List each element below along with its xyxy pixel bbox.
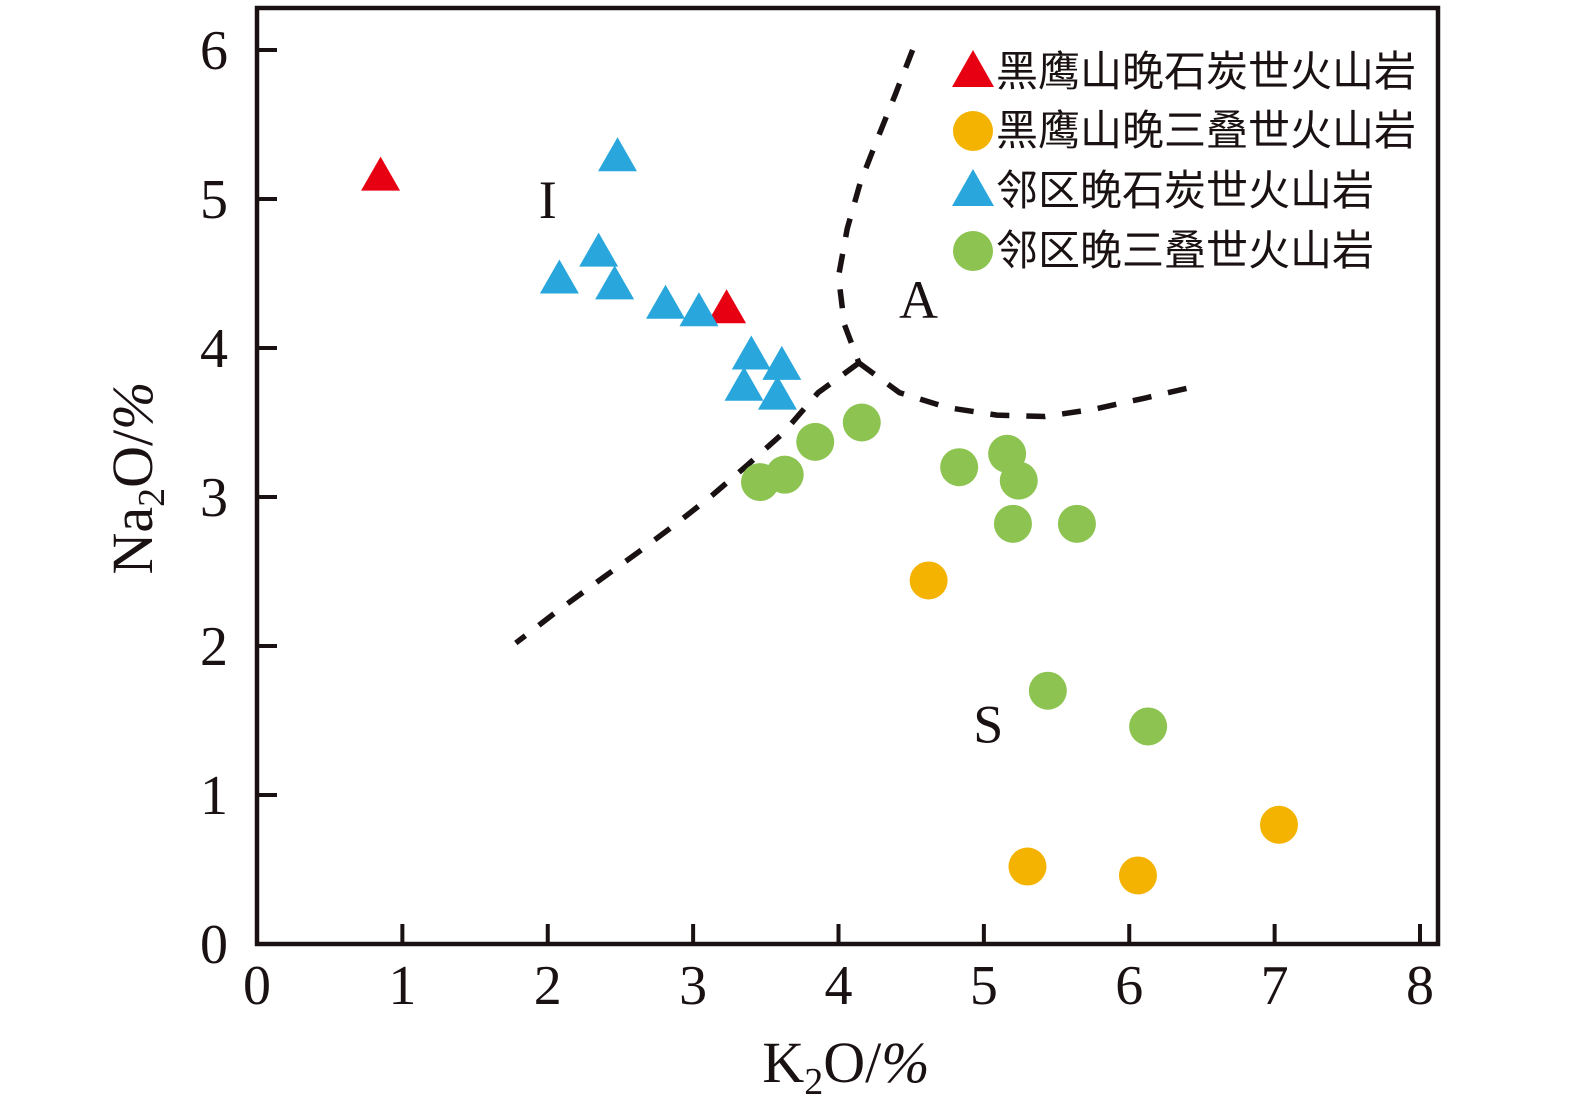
field-label-a: A (899, 270, 938, 330)
legend-marker-3 (953, 231, 993, 271)
series-1-circle-marker (1259, 805, 1298, 844)
series-3-circle-marker (796, 422, 835, 461)
series-0-triangle-marker (707, 289, 747, 324)
series-1-circle-marker (1118, 856, 1157, 895)
y-axis-title-mid: O/ (100, 429, 165, 488)
series-1-circle-marker (1008, 847, 1047, 886)
field-label-s: S (973, 694, 1003, 754)
y-tick-label: 1 (200, 765, 228, 827)
x-tick-label: 6 (1115, 955, 1143, 1017)
y-tick-label: 3 (200, 467, 228, 529)
x-axis-title-subscript: 2 (804, 1061, 823, 1103)
series-2-triangle-marker (731, 335, 771, 370)
x-axis-title: K2O/% (762, 1030, 929, 1103)
x-tick-label: 2 (534, 955, 562, 1017)
series-2-triangle-marker (724, 366, 764, 401)
x-axis-tick-labels: 0 1 2 3 4 5 6 7 8 (243, 955, 1434, 1017)
x-tick-label: 1 (388, 955, 416, 1017)
y-axis-tick-labels: 0 1 2 3 4 5 6 (200, 20, 228, 976)
y-axis-title: Na2O/% (100, 382, 173, 575)
field-boundary-lines (514, 49, 1189, 646)
series-3-circle-marker (1028, 671, 1067, 710)
series-1-circle-marker (909, 561, 948, 600)
series-3-circle-marker (1129, 707, 1168, 746)
x-tick-label: 0 (243, 955, 271, 1017)
y-axis-title-main: Na (100, 507, 165, 575)
series-0-triangle-marker (361, 156, 401, 191)
series-2-triangle-marker (598, 137, 638, 172)
x-tick-label: 7 (1261, 955, 1289, 1017)
series-2-triangle-marker (762, 345, 802, 380)
series-2-triangle-marker (579, 232, 619, 267)
series-3-circle-marker (1057, 504, 1096, 543)
plot-border (254, 5, 1441, 947)
series-2-triangle-marker (679, 292, 719, 327)
y-axis-ticks (257, 48, 277, 946)
y-axis-title-subscript: 2 (131, 488, 173, 507)
x-axis-title-mid: O/ (823, 1030, 882, 1095)
field-label-i: I (539, 170, 557, 230)
x-axis-title-percent: % (881, 1030, 929, 1095)
y-tick-label: 6 (200, 20, 228, 82)
y-axis-title-percent: % (100, 382, 165, 430)
x-tick-label: 3 (679, 955, 707, 1017)
legend-label-2: 邻区晚石炭世火山岩 (996, 169, 1374, 215)
series-3-circle-marker (940, 448, 979, 487)
legend-marker-0 (952, 50, 994, 87)
data-points (361, 137, 1298, 895)
legend-label-3: 邻区晚三叠世火山岩 (996, 229, 1374, 275)
x-tick-label: 8 (1406, 955, 1434, 1017)
legend-label-0: 黑鹰山晚石炭世火山岩 (996, 49, 1416, 96)
y-tick-label: 4 (200, 318, 228, 380)
x-tick-label: 5 (970, 955, 998, 1017)
legend-label-1: 黑鹰山晚三叠世火山岩 (996, 108, 1416, 155)
series-3-circle-marker (765, 455, 804, 494)
series-3-circle-marker (999, 461, 1038, 500)
field-letters: I A S (539, 170, 1004, 754)
legend-marker-1 (953, 111, 993, 151)
x-axis-title-main: K (762, 1030, 804, 1095)
y-tick-label: 0 (200, 914, 228, 976)
series-3-circle-marker (993, 504, 1032, 543)
series-2-triangle-marker (539, 259, 579, 294)
series-2-triangle-marker (646, 284, 686, 319)
series-3-circle-marker (842, 403, 881, 442)
boundary-a-s-boundary (857, 360, 1189, 420)
series-2-triangle-marker (595, 265, 635, 300)
x-tick-label: 4 (825, 955, 853, 1017)
y-tick-label: 2 (200, 616, 228, 678)
boundary-i-s-boundary (514, 360, 861, 646)
x-axis-ticks (255, 924, 1422, 944)
legend-marker-2 (952, 169, 994, 206)
series-2-triangle-marker (757, 375, 797, 410)
y-tick-label: 5 (200, 169, 228, 231)
